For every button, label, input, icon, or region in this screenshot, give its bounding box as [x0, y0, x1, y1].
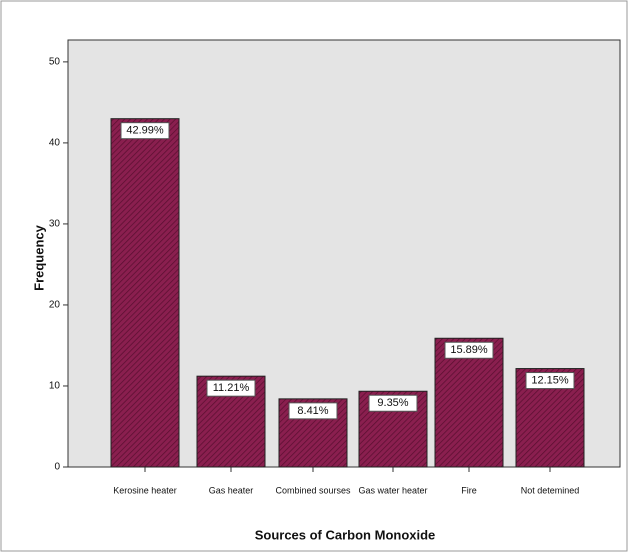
value-label-box [525, 372, 575, 390]
x-axis-label: Sources of Carbon Monoxide [255, 527, 436, 542]
y-tick-label: 40 [49, 138, 61, 149]
value-label-box [368, 394, 418, 412]
value-label-box [120, 122, 170, 140]
value-label: 9.35% [377, 397, 408, 409]
y-axis-label: Frequency [31, 224, 46, 291]
y-tick-label: 10 [49, 381, 61, 392]
x-tick-label: Kerosine heater [113, 485, 177, 495]
x-tick-label: Gas water heater [358, 485, 427, 495]
x-tick-label: Combined sourses [275, 485, 351, 495]
value-label: 11.21% [213, 382, 250, 394]
value-label-box [206, 379, 256, 397]
y-tick-label: 0 [54, 462, 60, 473]
value-label: 15.89% [450, 344, 488, 356]
x-tick-label: Fire [461, 485, 477, 495]
value-label: 8.41% [297, 405, 328, 417]
x-tick-label: Gas heater [209, 485, 254, 495]
y-tick-label: 20 [49, 300, 61, 311]
value-label: 42.99% [126, 125, 164, 137]
value-label-box [444, 341, 494, 359]
bar [110, 118, 180, 468]
value-label: 12.15% [531, 374, 569, 386]
bar [434, 337, 504, 468]
y-tick-label: 50 [49, 57, 61, 68]
x-tick-label: Not detemined [521, 485, 580, 495]
y-tick-label: 30 [49, 219, 61, 230]
value-label-box [288, 402, 338, 420]
